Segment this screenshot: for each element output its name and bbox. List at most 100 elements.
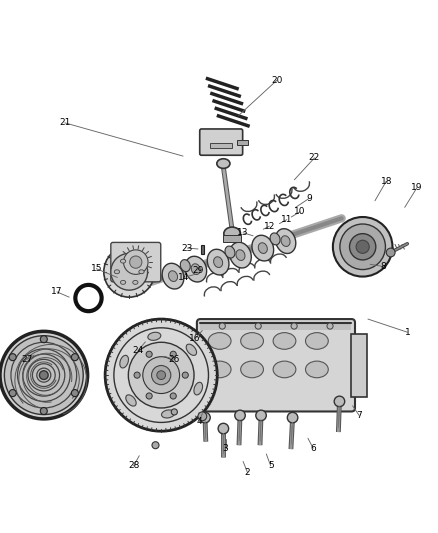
Ellipse shape bbox=[180, 260, 190, 272]
FancyBboxPatch shape bbox=[197, 319, 355, 411]
Circle shape bbox=[219, 323, 226, 329]
Circle shape bbox=[334, 396, 345, 407]
Circle shape bbox=[0, 332, 88, 419]
Ellipse shape bbox=[120, 280, 126, 284]
Ellipse shape bbox=[214, 257, 223, 268]
Ellipse shape bbox=[186, 344, 197, 356]
Ellipse shape bbox=[306, 333, 328, 349]
Circle shape bbox=[333, 217, 392, 277]
Circle shape bbox=[235, 410, 245, 421]
Ellipse shape bbox=[148, 332, 161, 341]
Circle shape bbox=[9, 354, 16, 361]
Ellipse shape bbox=[273, 333, 296, 349]
Circle shape bbox=[104, 246, 155, 297]
Ellipse shape bbox=[241, 361, 263, 378]
Ellipse shape bbox=[169, 271, 177, 281]
Text: 10: 10 bbox=[294, 207, 306, 216]
Circle shape bbox=[130, 256, 142, 268]
Ellipse shape bbox=[133, 280, 138, 284]
Ellipse shape bbox=[114, 270, 120, 274]
Ellipse shape bbox=[208, 361, 231, 378]
Ellipse shape bbox=[306, 361, 328, 378]
Circle shape bbox=[39, 371, 48, 379]
Circle shape bbox=[40, 336, 47, 343]
Ellipse shape bbox=[276, 229, 296, 254]
Text: 21: 21 bbox=[59, 118, 71, 127]
Circle shape bbox=[143, 357, 180, 393]
Circle shape bbox=[255, 323, 261, 329]
Text: 8: 8 bbox=[380, 262, 386, 271]
Circle shape bbox=[4, 336, 83, 415]
Text: 20: 20 bbox=[271, 76, 283, 85]
Ellipse shape bbox=[273, 361, 296, 378]
Text: 1: 1 bbox=[404, 328, 410, 337]
Text: 11: 11 bbox=[281, 215, 293, 224]
Ellipse shape bbox=[217, 159, 230, 168]
Ellipse shape bbox=[120, 356, 128, 368]
Ellipse shape bbox=[207, 249, 229, 275]
Circle shape bbox=[386, 248, 395, 257]
Ellipse shape bbox=[208, 333, 231, 349]
Ellipse shape bbox=[185, 256, 207, 282]
Text: 6: 6 bbox=[310, 444, 316, 453]
Circle shape bbox=[152, 442, 159, 449]
Text: 16: 16 bbox=[189, 334, 201, 343]
Text: 23: 23 bbox=[182, 244, 193, 253]
Ellipse shape bbox=[162, 263, 184, 289]
Circle shape bbox=[356, 240, 369, 253]
Text: 12: 12 bbox=[264, 222, 275, 231]
Circle shape bbox=[170, 393, 177, 399]
Bar bbox=[210, 143, 232, 148]
Circle shape bbox=[291, 323, 297, 329]
Circle shape bbox=[327, 323, 333, 329]
Ellipse shape bbox=[162, 410, 174, 418]
Bar bbox=[351, 334, 367, 397]
Circle shape bbox=[340, 224, 385, 270]
Ellipse shape bbox=[133, 259, 138, 263]
Circle shape bbox=[146, 351, 152, 357]
Bar bbox=[237, 140, 248, 145]
Circle shape bbox=[71, 390, 78, 397]
Bar bbox=[201, 322, 351, 330]
Text: 22: 22 bbox=[309, 154, 320, 163]
Circle shape bbox=[111, 253, 148, 290]
Circle shape bbox=[40, 408, 47, 415]
Text: 5: 5 bbox=[268, 461, 274, 470]
Circle shape bbox=[287, 413, 298, 423]
Text: 28: 28 bbox=[128, 461, 139, 470]
Ellipse shape bbox=[191, 264, 200, 274]
Text: 14: 14 bbox=[178, 273, 190, 282]
Text: 15: 15 bbox=[91, 264, 102, 273]
FancyBboxPatch shape bbox=[111, 243, 161, 282]
Circle shape bbox=[182, 372, 188, 378]
FancyBboxPatch shape bbox=[200, 129, 243, 155]
Text: 3: 3 bbox=[223, 444, 229, 453]
Circle shape bbox=[218, 423, 229, 434]
Circle shape bbox=[124, 250, 148, 274]
Circle shape bbox=[256, 410, 266, 421]
Text: 7: 7 bbox=[356, 411, 362, 420]
Text: 27: 27 bbox=[21, 355, 33, 364]
Circle shape bbox=[198, 412, 207, 421]
Circle shape bbox=[128, 342, 194, 408]
Text: 9: 9 bbox=[306, 194, 312, 203]
Text: 19: 19 bbox=[411, 183, 423, 192]
Text: 4: 4 bbox=[197, 417, 202, 426]
Ellipse shape bbox=[225, 246, 235, 258]
Text: 13: 13 bbox=[237, 228, 249, 237]
Text: 2: 2 bbox=[245, 468, 250, 477]
Ellipse shape bbox=[236, 250, 245, 261]
Text: 18: 18 bbox=[381, 176, 392, 185]
Ellipse shape bbox=[224, 227, 240, 240]
Circle shape bbox=[170, 351, 177, 357]
Bar bbox=[223, 235, 241, 241]
Ellipse shape bbox=[281, 236, 290, 246]
Circle shape bbox=[157, 371, 166, 379]
Bar bbox=[201, 246, 204, 254]
Circle shape bbox=[71, 354, 78, 361]
Circle shape bbox=[152, 366, 171, 385]
Ellipse shape bbox=[194, 382, 202, 395]
Circle shape bbox=[134, 372, 140, 378]
Ellipse shape bbox=[270, 233, 280, 245]
Text: 26: 26 bbox=[169, 355, 180, 364]
